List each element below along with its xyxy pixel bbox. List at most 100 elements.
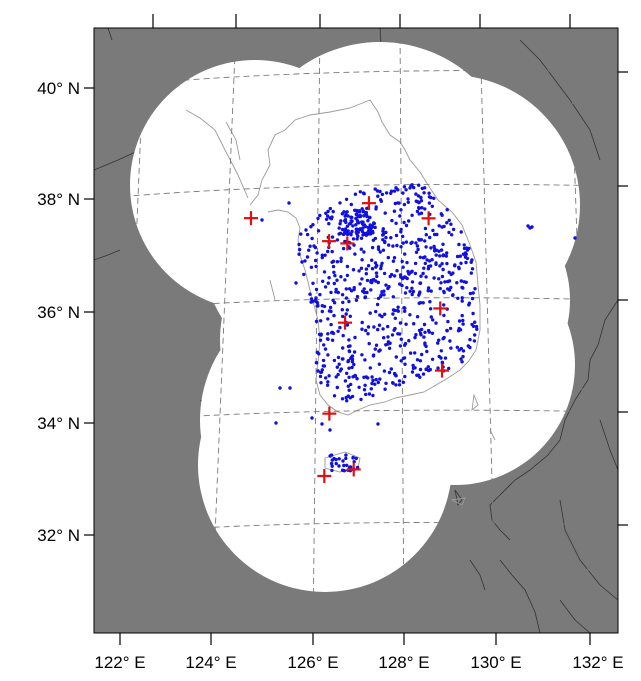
station-dot (350, 215, 354, 220)
station-dot (347, 299, 351, 304)
station-dot (444, 254, 448, 258)
station-dot (300, 260, 304, 264)
station-dot (314, 361, 319, 365)
station-dot (344, 287, 348, 291)
station-dot (323, 285, 328, 289)
station-dot (441, 337, 445, 341)
station-dot (451, 271, 455, 275)
station-dot (329, 461, 334, 466)
station-dot (394, 383, 398, 387)
station-dot (309, 225, 313, 229)
station-dot (345, 463, 349, 467)
station-dot (386, 335, 390, 339)
station-dot (419, 327, 424, 332)
station-dot (373, 236, 378, 241)
station-dot (375, 302, 380, 307)
station-dot (360, 320, 364, 325)
station-dot (362, 290, 367, 295)
station-dot (344, 197, 349, 201)
station-dot (316, 229, 321, 233)
station-dot (323, 347, 328, 351)
station-dot (445, 329, 449, 333)
station-dot (423, 207, 427, 211)
station-dot (363, 295, 367, 300)
station-dot (461, 322, 465, 326)
station-dot (326, 249, 330, 254)
station-dot (414, 241, 418, 245)
station-dot (309, 297, 314, 301)
station-dot (370, 280, 374, 285)
station-dot (354, 223, 358, 227)
station-dot (461, 349, 466, 353)
station-dot (406, 197, 410, 201)
station-dot (438, 254, 442, 258)
station-dot (403, 309, 407, 313)
station-dot (362, 214, 366, 218)
station-dot (439, 349, 443, 353)
station-dot (463, 251, 468, 255)
station-dot (358, 190, 362, 194)
station-dot (387, 346, 392, 350)
station-dot (418, 301, 423, 305)
station-dot (380, 192, 385, 197)
station-dot (349, 202, 353, 207)
station-dot (309, 300, 313, 304)
station-dot (345, 371, 349, 375)
station-dot (392, 328, 396, 332)
station-dot (392, 256, 397, 260)
station-dot (400, 283, 404, 288)
station-dot (322, 343, 326, 347)
station-dot (377, 323, 382, 327)
station-dot (339, 219, 343, 223)
station-dot (358, 227, 362, 231)
station-dot (408, 351, 413, 355)
station-dot (360, 327, 364, 331)
station-dot (344, 312, 348, 316)
station-dot (381, 227, 385, 231)
station-dot (376, 280, 380, 285)
station-dot (326, 209, 330, 214)
station-dot (345, 273, 350, 278)
lat-label-34n: 34° N (37, 414, 80, 433)
station-dot (326, 353, 330, 357)
station-dot (437, 277, 441, 281)
station-dot (371, 353, 376, 357)
station-dot (398, 214, 402, 218)
station-dot (373, 187, 377, 191)
station-dot (410, 240, 414, 244)
station-dot (421, 256, 426, 260)
station-dot (397, 332, 402, 336)
station-dot (431, 318, 435, 322)
station-dot (440, 213, 444, 217)
station-dot (345, 323, 350, 327)
station-dot (457, 319, 462, 323)
station-dot (451, 293, 455, 298)
station-dot (311, 281, 315, 285)
station-dot (351, 224, 355, 228)
station-dot (473, 320, 477, 324)
station-dot (366, 332, 370, 336)
station-dot (430, 204, 434, 208)
station-dot (334, 375, 338, 379)
station-dot (340, 308, 344, 312)
station-dot (379, 266, 383, 271)
station-dot (460, 313, 464, 318)
station-dot (462, 243, 466, 247)
station-dot (455, 254, 460, 259)
station-dot (390, 333, 395, 337)
lon-label-132e: 132° E (572, 653, 623, 672)
station-dot (299, 232, 303, 236)
station-dot (378, 189, 382, 194)
station-dot (394, 233, 399, 238)
station-dot (369, 387, 373, 391)
station-dot (372, 277, 376, 282)
station-dot (437, 249, 441, 253)
radar-site-cross (435, 363, 449, 378)
station-dot (429, 289, 433, 293)
station-dot (448, 326, 453, 331)
radar-site-cross (243, 211, 258, 226)
station-dot (331, 259, 336, 263)
axis-ticks (84, 14, 628, 645)
station-dot (415, 209, 420, 214)
station-dot (450, 233, 454, 237)
